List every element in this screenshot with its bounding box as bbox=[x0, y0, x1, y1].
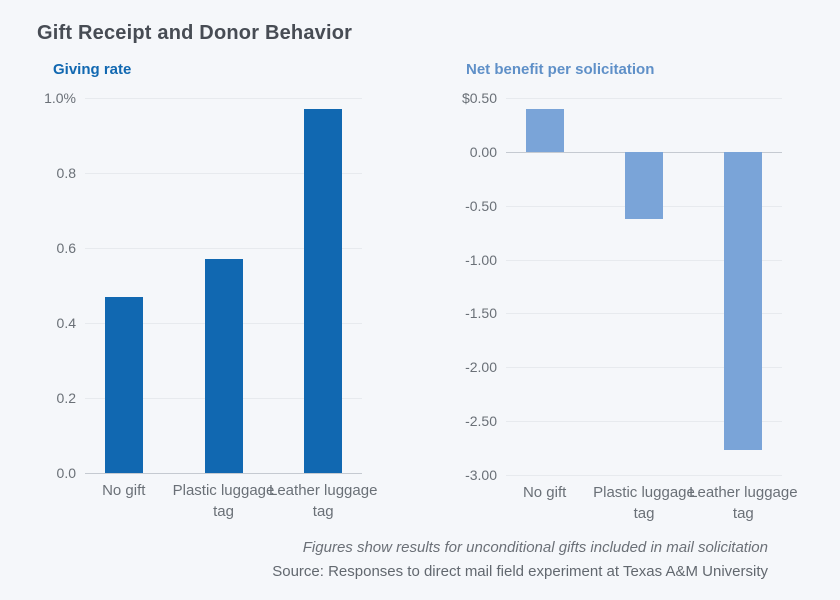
y-tick-label: 0.2 bbox=[56, 390, 76, 406]
figure-footer: Figures show results for unconditional g… bbox=[272, 536, 768, 584]
x-category-label: Leather luggage tag bbox=[689, 484, 798, 522]
bar-plastic-luggage-tag bbox=[625, 151, 663, 219]
y-tick-label: 0.6 bbox=[56, 240, 76, 256]
x-category-label: Plastic luggage tag bbox=[172, 482, 275, 520]
bar-no-gift bbox=[525, 108, 564, 152]
bar-leather-luggage-tag bbox=[304, 109, 343, 473]
figure-source: Source: Responses to direct mail field e… bbox=[272, 563, 768, 580]
gridline bbox=[85, 248, 362, 249]
gridline bbox=[85, 98, 362, 99]
y-tick-label: $0.50 bbox=[461, 90, 497, 106]
x-category-label: No gift bbox=[102, 482, 146, 499]
x-category-label: Plastic luggage tag bbox=[593, 484, 695, 522]
gridline bbox=[506, 421, 782, 423]
giving-rate-chart-title: Giving rate bbox=[53, 61, 132, 78]
bar-no-gift bbox=[104, 296, 143, 473]
y-tick-label: -1.00 bbox=[465, 251, 497, 268]
x-category-label: No gift bbox=[522, 484, 567, 501]
gridline bbox=[506, 98, 782, 99]
y-tick-label: -1.50 bbox=[465, 305, 497, 322]
gridline bbox=[506, 313, 782, 315]
net-benefit-plot: $0.50 0.00 -0.50 -1.00 -1.50 -2.00 -2.50 -3.00 N… bbox=[462, 90, 798, 522]
bar-plastic-luggage-tag bbox=[204, 259, 243, 473]
bar-leather-luggage-tag bbox=[724, 151, 763, 451]
x-category-label: Leather luggage tag bbox=[269, 482, 378, 520]
gridline bbox=[506, 475, 782, 476]
gridline bbox=[506, 367, 782, 369]
y-tick-label: -3.00 bbox=[465, 467, 497, 483]
net-benefit-chart-title: Net benefit per solicitation bbox=[466, 61, 655, 78]
axis-baseline bbox=[85, 473, 362, 474]
gridline bbox=[506, 259, 782, 261]
y-tick-label: 0.00 bbox=[469, 143, 497, 160]
y-tick-label: -2.00 bbox=[465, 359, 497, 376]
gridline bbox=[85, 173, 362, 174]
y-tick-label: -2.50 bbox=[465, 413, 497, 430]
y-tick-label: 1.0% bbox=[44, 90, 76, 106]
y-tick-label: 0.4 bbox=[56, 315, 76, 331]
y-tick-label: 0.8 bbox=[56, 165, 76, 181]
giving-rate-plot: 1.0% 0.8 0.6 0.4 0.2 0.0 No gift Plastic luggag… bbox=[44, 90, 377, 520]
y-tick-label: -0.50 bbox=[465, 197, 497, 214]
figure-title: Gift Receipt and Donor Behavior bbox=[37, 22, 353, 44]
figure-note: Figures show results for unconditional g… bbox=[302, 539, 768, 556]
y-tick-label: 0.0 bbox=[56, 465, 76, 481]
